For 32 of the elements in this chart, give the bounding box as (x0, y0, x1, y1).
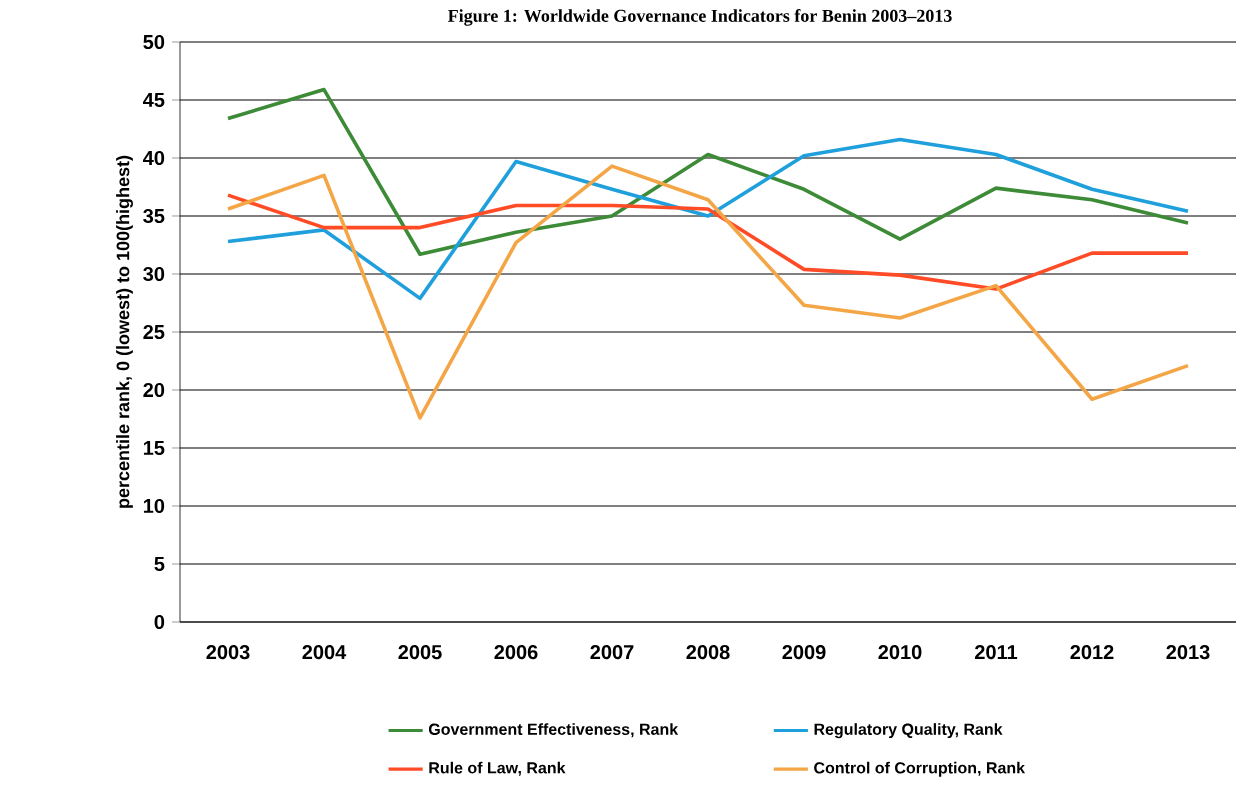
y-tick-label: 30 (143, 266, 165, 282)
legend-label: Rule of Law, Rank (429, 761, 566, 776)
x-tick-label: 2009 (782, 645, 826, 660)
x-tick-label: 2006 (494, 645, 538, 660)
legend-label: Control of Corruption, Rank (814, 761, 1026, 777)
y-tick-label: 35 (143, 208, 165, 224)
x-tick-label: 2005 (398, 645, 442, 660)
line-series (226, 193, 1190, 291)
x-tick-label: 2011 (975, 645, 1018, 660)
y-tick-label: 5 (154, 557, 165, 571)
y-tick-label: 20 (143, 382, 165, 398)
chart-title: Figure 1: Worldwide Governance Indicators for Benin 2003–2013 (447, 9, 952, 26)
y-axis-title: percentile rank, 0 (lowest) to 100(highest) (116, 155, 133, 508)
y-tick-label: 45 (143, 93, 165, 107)
y-tick-label: 0 (154, 614, 165, 630)
y-tick-label: 15 (143, 441, 165, 455)
x-tick-label: 2003 (206, 645, 250, 660)
x-tick-label: 2012 (1070, 645, 1114, 660)
legend-label: Regulatory Quality, Rank (814, 723, 1003, 739)
line-series (226, 137, 1190, 301)
y-tick-label: 50 (143, 34, 165, 50)
y-tick-label: 40 (143, 150, 165, 166)
y-tick-label: 25 (143, 324, 165, 340)
x-tick-label: 2004 (302, 645, 347, 660)
legend-label: Government Effectiveness, Rank (428, 723, 679, 738)
line-series (226, 164, 1190, 420)
y-tick-label: 10 (143, 498, 165, 514)
x-tick-label: 2008 (686, 645, 730, 660)
x-tick-label: 2013 (1166, 645, 1210, 660)
x-tick-label: 2010 (878, 645, 922, 660)
line-series (226, 87, 1190, 257)
x-tick-label: 2007 (590, 645, 634, 660)
